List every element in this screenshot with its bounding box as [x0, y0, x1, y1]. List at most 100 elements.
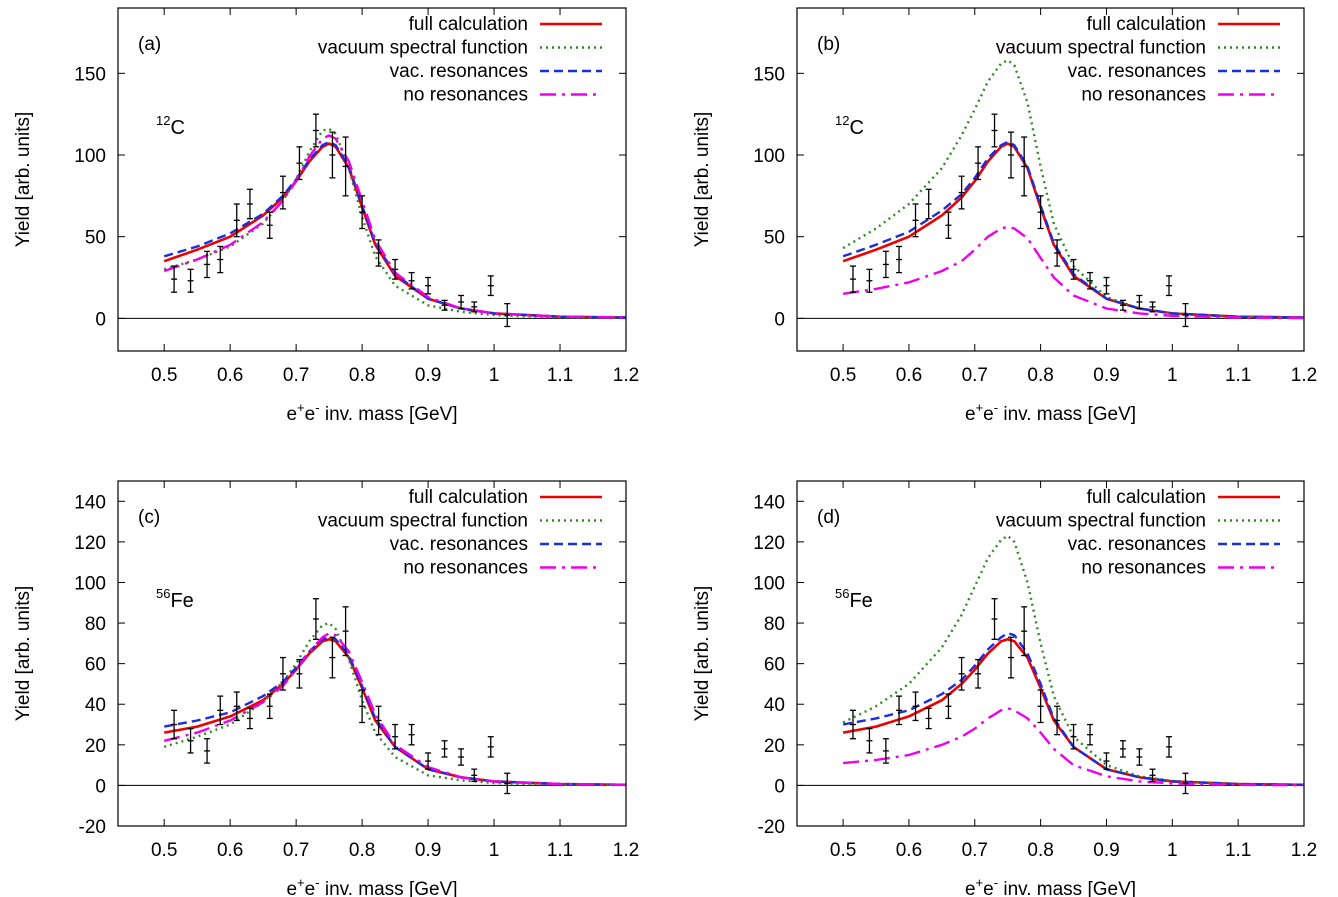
panel-label: (a) — [138, 34, 161, 55]
y-tick-label: 40 — [85, 695, 106, 716]
y-tick-label: 0 — [95, 776, 106, 797]
y-tick-label: 60 — [85, 655, 106, 676]
y-tick-label: 0 — [774, 309, 785, 330]
x-label-part: inv. mass [GeV] — [320, 404, 458, 425]
panel-label: (c) — [138, 507, 160, 528]
nucleus-mass-number: 56 — [156, 586, 170, 601]
x-tick-label: 0.9 — [415, 840, 441, 861]
x-label-part: inv. mass [GeV] — [320, 879, 458, 897]
y-tick-label: 100 — [753, 146, 785, 167]
legend-label: vac. resonances — [390, 61, 528, 82]
y-tick-label: 50 — [764, 228, 785, 249]
legend: full calculation vacuum spectral function… — [996, 487, 1280, 579]
x-tick-label: 1.2 — [613, 840, 639, 861]
x-tick-label: 0.7 — [962, 365, 988, 386]
x-label-sup: - — [315, 400, 319, 415]
x-tick-label: 0.5 — [830, 365, 856, 386]
x-tick-label: 0.5 — [830, 840, 856, 861]
y-axis-label: Yield [arb. units] — [13, 586, 34, 722]
x-label-part: e — [965, 879, 976, 897]
y-tick-label: 100 — [753, 573, 785, 594]
legend-label: no resonances — [403, 558, 528, 579]
data-points — [171, 598, 511, 795]
x-tick-label: 0.5 — [151, 365, 177, 386]
y-tick-label: 0 — [774, 776, 785, 797]
chart-panel-3: 0.5 0.6 0.7 0.8 0.9 1 1.1 1.2 -20 0 20 40 60 80 100 120… — [13, 480, 639, 897]
legend: full calculation vacuum spectral function… — [318, 14, 602, 106]
series-line-2 — [842, 534, 1304, 786]
chart-panel-2: 0.5 0.6 0.7 0.8 0.9 1 1.1 1.2 0 50 100 150 full calc… — [692, 7, 1317, 425]
y-tick-label: -20 — [758, 817, 785, 838]
panel-label: (b) — [817, 34, 840, 55]
series-line-3 — [163, 140, 626, 319]
legend-label: full calculation — [1087, 487, 1206, 508]
x-label-sup: + — [976, 875, 984, 890]
nucleus-symbol: Fe — [170, 590, 193, 612]
legend-label: no resonances — [1081, 85, 1206, 106]
x-tick-label: 1.1 — [1225, 840, 1251, 861]
x-tick-label: 1.1 — [547, 840, 573, 861]
nucleus-symbol: Fe — [849, 590, 872, 612]
x-tick-label: 0.6 — [217, 365, 243, 386]
series-line-4 — [163, 134, 626, 319]
chart-panel-4: 0.5 0.6 0.7 0.8 0.9 1 1.1 1.2 -20 0 20 40 60 80 100 120… — [692, 480, 1317, 897]
series-line-3 — [842, 632, 1304, 786]
legend-label: full calculation — [409, 487, 528, 508]
legend-label: no resonances — [1081, 558, 1206, 579]
x-label-part: e — [286, 404, 297, 425]
nucleus-mass-number: 56 — [835, 586, 849, 601]
nucleus-label: 12C — [835, 113, 864, 139]
y-tick-label: 60 — [764, 655, 785, 676]
x-tick-label: 1.2 — [1291, 365, 1317, 386]
x-label-sup: - — [994, 875, 998, 890]
x-tick-label: 1 — [1167, 365, 1178, 386]
legend-label: vac. resonances — [1068, 534, 1206, 555]
x-label-part: inv. mass [GeV] — [998, 879, 1136, 897]
y-tick-label: 140 — [74, 492, 106, 513]
x-tick-label: 0.6 — [896, 365, 922, 386]
nucleus-label: 12C — [156, 113, 185, 139]
x-tick-label: 1.2 — [613, 365, 639, 386]
y-tick-label: 150 — [74, 64, 106, 85]
y-tick-label: 120 — [74, 533, 106, 554]
x-axis-label: e+e- inv. mass [GeV] — [965, 875, 1136, 897]
x-axis-label: e+e- inv. mass [GeV] — [286, 400, 457, 425]
chart-panel-1: 0.5 0.6 0.7 0.8 0.9 1 1.1 1.2 0 50 100 150 full calc… — [13, 7, 639, 425]
x-label-part: e — [305, 404, 316, 425]
x-tick-label: 1.1 — [1225, 365, 1251, 386]
x-tick-label: 1.1 — [547, 365, 573, 386]
nucleus-label: 56Fe — [156, 586, 194, 612]
legend: full calculation vacuum spectral function… — [318, 487, 602, 579]
y-tick-label: 20 — [85, 736, 106, 757]
x-axis-label: e+e- inv. mass [GeV] — [286, 875, 457, 897]
y-tick-label: 120 — [753, 533, 785, 554]
legend-label: vac. resonances — [390, 534, 528, 555]
x-tick-label: 0.9 — [415, 365, 441, 386]
y-axis-label: Yield [arb. units] — [692, 586, 713, 722]
y-tick-label: -20 — [79, 817, 106, 838]
x-tick-label: 1.2 — [1291, 840, 1317, 861]
x-tick-label: 1 — [489, 840, 500, 861]
series-line-4 — [163, 632, 626, 786]
legend-label: vacuum spectral function — [996, 38, 1206, 59]
plot-frame — [796, 7, 1305, 352]
y-tick-label: 80 — [85, 614, 106, 635]
legend-label: vacuum spectral function — [996, 511, 1206, 532]
nucleus-mass-number: 12 — [156, 113, 170, 128]
x-label-sup: + — [297, 400, 305, 415]
y-tick-label: 100 — [74, 146, 106, 167]
x-label-part: e — [286, 879, 297, 897]
data-points — [849, 113, 1189, 328]
x-tick-label: 1 — [1167, 840, 1178, 861]
x-label-sup: + — [297, 875, 305, 890]
x-label-sup: - — [315, 875, 319, 890]
legend-label: vacuum spectral function — [318, 38, 528, 59]
series-line-4 — [842, 707, 1304, 787]
x-axis-label: e+e- inv. mass [GeV] — [965, 400, 1136, 425]
curves — [842, 534, 1304, 787]
legend-label: no resonances — [403, 85, 528, 106]
series-line-2 — [163, 127, 626, 320]
x-tick-label: 0.8 — [349, 365, 375, 386]
nucleus-symbol: C — [849, 117, 863, 139]
